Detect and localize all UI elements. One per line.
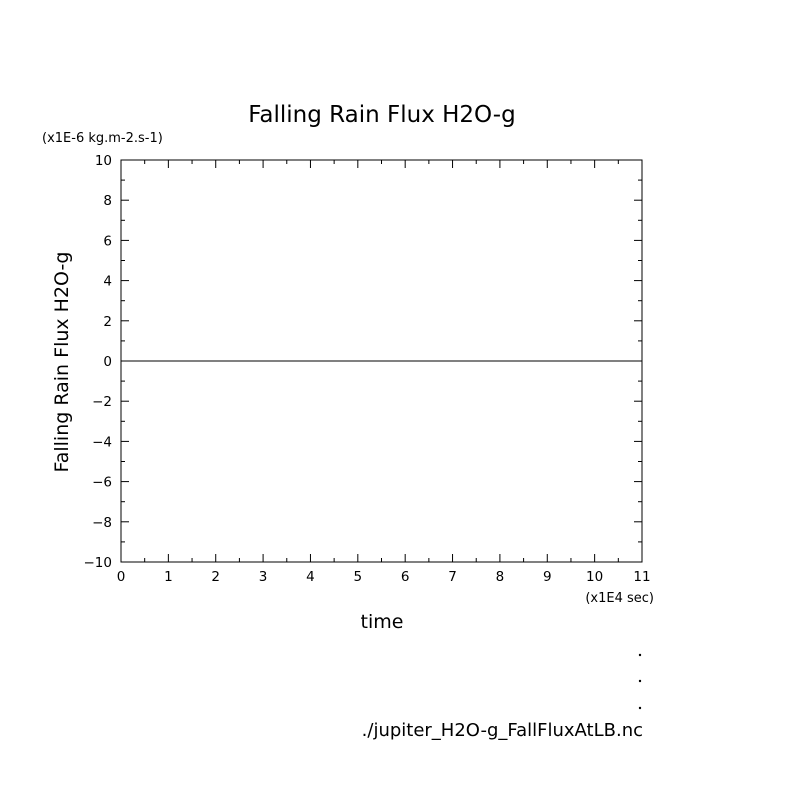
y-tick-label: 6: [103, 233, 112, 249]
y-tick-label: 4: [103, 274, 112, 290]
x-tick-label: 3: [259, 569, 268, 585]
x-tick-label: 5: [354, 569, 363, 585]
footer-filename: ./jupiter_H2O-g_FallFluxAtLB.nc: [362, 720, 643, 741]
y-units-label: (x1E-6 kg.m-2.s-1): [42, 131, 163, 146]
x-tick-label: 0: [117, 569, 126, 585]
y-tick-label: 0: [103, 354, 112, 370]
x-axis-label: time: [361, 611, 404, 633]
y-tick-label: −8: [92, 515, 112, 531]
x-tick-label: 1: [164, 569, 173, 585]
y-tick-label: −4: [92, 434, 112, 450]
y-tick-label: 10: [95, 153, 112, 169]
x-tick-labels: 0 1 2 3 4 5 6 7 8 9 10 11: [117, 569, 651, 585]
footer-dot: [638, 679, 642, 683]
x-units-label: (x1E4 sec): [585, 591, 654, 606]
footer-dot: [638, 653, 642, 657]
x-tick-label: 11: [633, 569, 650, 585]
y-tick-label: −6: [92, 475, 112, 491]
y-tick-label: −10: [84, 555, 113, 571]
x-tick-label: 9: [543, 569, 552, 585]
y-tick-label: −2: [92, 394, 112, 410]
chart-title: Falling Rain Flux H2O-g: [248, 102, 515, 128]
x-tick-label: 7: [448, 569, 457, 585]
x-tick-label: 8: [496, 569, 505, 585]
x-tick-label: 4: [306, 569, 315, 585]
footer-dot: [638, 706, 642, 710]
x-tick-label: 2: [211, 569, 220, 585]
x-tick-label: 6: [401, 569, 410, 585]
y-tick-label: 2: [103, 314, 112, 330]
y-tick-labels: −10 −8 −6 −4 −2 0 2 4 6 8 10: [84, 153, 113, 571]
y-tick-label: 8: [103, 193, 112, 209]
x-tick-label: 10: [586, 569, 603, 585]
y-axis-label: Falling Rain Flux H2O-g: [51, 252, 73, 473]
